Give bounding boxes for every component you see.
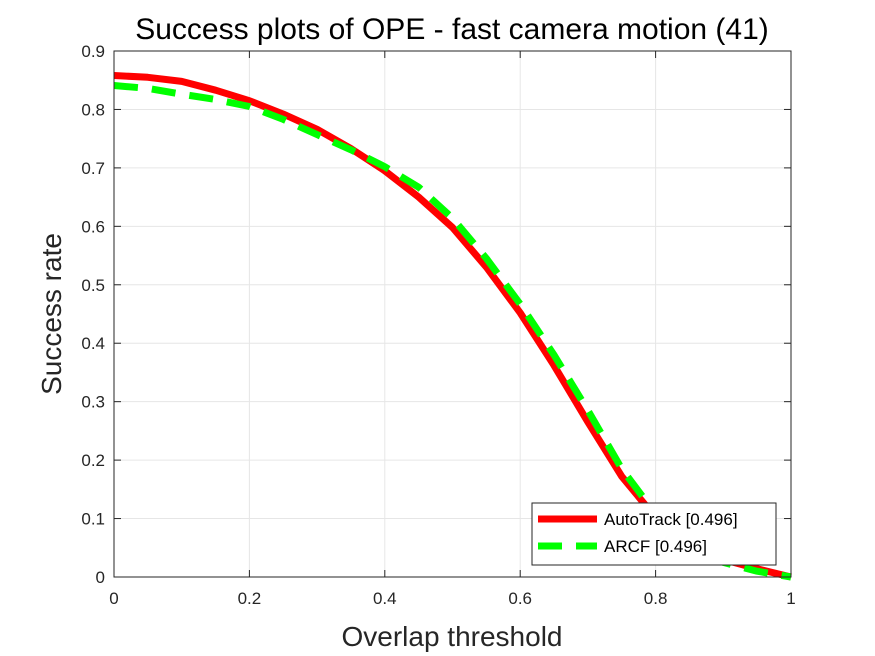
chart-title: Success plots of OPE - fast camera motio… bbox=[135, 13, 769, 46]
y-tick-label: 0.2 bbox=[81, 451, 105, 470]
x-tick-label: 1 bbox=[786, 589, 795, 608]
legend: AutoTrack [0.496] ARCF [0.496] bbox=[531, 502, 777, 566]
y-tick-label: 0.6 bbox=[81, 217, 105, 236]
axis-ticks: 0 0.2 0.4 0.6 0.8 1 0 0.1 0.2 0.3 0.4 0.5 0.6 0.7 0.8 0… bbox=[81, 42, 795, 608]
plot-area bbox=[114, 51, 791, 577]
y-tick-label: 0.3 bbox=[81, 393, 105, 412]
y-tick-label: 0.7 bbox=[81, 159, 105, 178]
legend-box bbox=[531, 502, 777, 566]
grid-lines bbox=[113, 50, 792, 578]
x-tick-label: 0.4 bbox=[373, 589, 397, 608]
y-tick-label: 0.5 bbox=[81, 276, 105, 295]
x-tick-label: 0.2 bbox=[238, 589, 262, 608]
y-tick-label: 0 bbox=[96, 568, 105, 587]
y-tick-label: 0.9 bbox=[81, 42, 105, 61]
y-tick-label: 0.4 bbox=[81, 334, 105, 353]
legend-label-autotrack: AutoTrack [0.496] bbox=[604, 510, 738, 529]
y-tick-label: 0.8 bbox=[81, 100, 105, 119]
y-axis-label: Success rate bbox=[36, 233, 67, 395]
y-tick-label: 0.1 bbox=[81, 510, 105, 529]
x-tick-label: 0.6 bbox=[508, 589, 532, 608]
plot-box bbox=[113, 50, 792, 578]
x-axis-label: Overlap threshold bbox=[341, 621, 562, 652]
x-tick-label: 0.8 bbox=[644, 589, 668, 608]
legend-label-arcf: ARCF [0.496] bbox=[604, 537, 707, 556]
x-tick-label: 0 bbox=[109, 589, 118, 608]
